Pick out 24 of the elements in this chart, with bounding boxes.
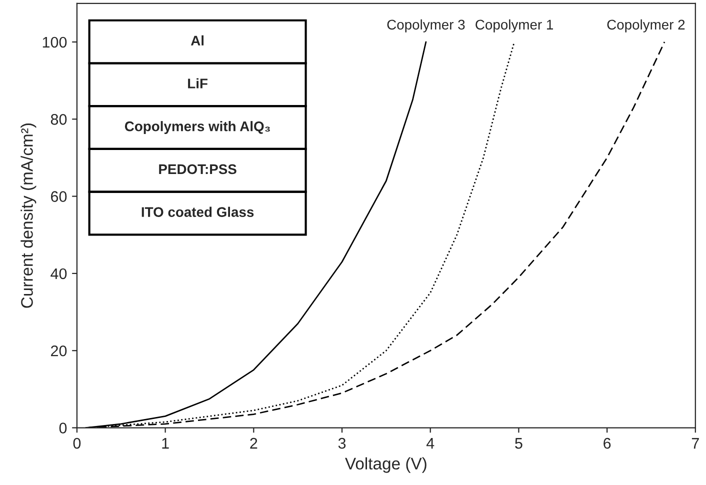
x-tick-label: 4: [426, 438, 434, 449]
y-tick-label: 60: [51, 191, 67, 202]
y-tick-label: 40: [50, 268, 67, 280]
x-tick-label: 1: [162, 438, 169, 449]
x-tick-label: 3: [338, 438, 346, 449]
y-tick-label: 0: [59, 422, 67, 434]
series-label: Copolymer 1: [476, 19, 553, 32]
annotation: ITO coated Glass: [142, 206, 254, 217]
x-tick-label: 0: [73, 438, 81, 449]
x-axis-title: Voltage (V): [345, 457, 426, 473]
annotation: Al: [190, 35, 204, 46]
annotation: PEDOT:PSS: [159, 164, 236, 174]
series-label: Copolymer 3: [387, 19, 465, 32]
annotation: Copolymers with AlQ₃: [124, 121, 270, 134]
y-tick-label: 80: [50, 114, 67, 125]
x-tick-label: 7: [692, 438, 699, 449]
x-tick-label: 6: [604, 438, 611, 449]
y-axis-title: Current density (mA/cm²): [20, 124, 36, 308]
series-label: Copolymer 2: [607, 19, 685, 32]
annotation: LiF: [188, 78, 208, 88]
y-tick-label: 100: [42, 36, 67, 48]
x-tick-label: 5: [515, 438, 522, 449]
y-tick-label: 20: [51, 345, 67, 356]
x-tick-label: 2: [250, 438, 258, 449]
